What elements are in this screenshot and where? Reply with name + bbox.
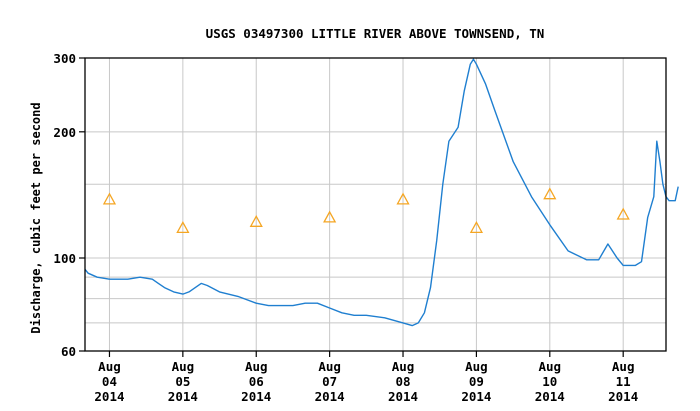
median-triangle-marker xyxy=(396,192,410,205)
x-tick-label: Aug 11 2014 xyxy=(608,359,638,404)
x-tick-label-line: Aug xyxy=(612,359,635,374)
x-tick-label-line: Aug xyxy=(539,359,562,374)
y-tick-label: 60 xyxy=(61,344,76,359)
y-tick-label: 300 xyxy=(53,51,76,66)
x-tick-label-line: 06 xyxy=(249,374,264,389)
x-tick-label-line: 08 xyxy=(395,374,410,389)
x-tick-label-line: 2014 xyxy=(461,389,491,404)
x-tick-label-line: 10 xyxy=(542,374,557,389)
plot-border xyxy=(84,57,667,352)
discharge-line xyxy=(84,58,679,327)
median-triangle-marker xyxy=(176,221,190,234)
median-triangle-marker xyxy=(102,192,117,205)
x-tick-label: Aug 07 2014 xyxy=(315,359,345,404)
x-tick-label: Aug 10 2014 xyxy=(535,359,565,404)
x-tick-label-line: Aug xyxy=(245,359,268,374)
median-triangle-marker xyxy=(543,187,557,200)
x-tick-label-line: 05 xyxy=(175,374,190,389)
x-tick-label-line: 11 xyxy=(616,374,631,389)
x-tick-label-line: 2014 xyxy=(168,389,198,404)
x-tick-label: Aug 08 2014 xyxy=(388,359,418,404)
y-tick-label: 200 xyxy=(53,125,76,140)
x-tick-label-line: Aug xyxy=(465,359,488,374)
x-tick-label: Aug 09 2014 xyxy=(461,359,491,404)
median-triangle-marker xyxy=(249,214,263,227)
x-tick-label-line: Aug xyxy=(318,359,341,374)
median-triangle-marker xyxy=(323,210,337,223)
chart-title: USGS 03497300 LITTLE RIVER ABOVE TOWNSEN… xyxy=(206,26,545,41)
x-tick-label-line: 2014 xyxy=(388,389,418,404)
x-tick-label-line: Aug xyxy=(392,359,415,374)
x-tick-label: Aug 06 2014 xyxy=(241,359,271,404)
y-tick-label: 100 xyxy=(53,251,76,266)
y-axis-label: Discharge, cubic feet per second xyxy=(29,102,43,333)
x-tick-label-line: 09 xyxy=(469,374,484,389)
x-tick-label-line: 2014 xyxy=(535,389,565,404)
median-triangle-marker xyxy=(469,221,484,234)
x-tick-label-line: Aug xyxy=(98,359,121,374)
x-tick-label-line: 2014 xyxy=(608,389,638,404)
x-tick-label-line: 2014 xyxy=(241,389,271,404)
median-triangle-marker xyxy=(616,207,630,220)
x-tick-label: Aug 05 2014 xyxy=(168,359,198,404)
y-axis-ticks: 60 100 200 300 xyxy=(53,51,85,359)
gridlines xyxy=(85,57,666,352)
x-tick-label: Aug 04 2014 xyxy=(94,359,124,404)
x-tick-label-line: 04 xyxy=(102,374,117,389)
x-tick-label-line: 07 xyxy=(322,374,337,389)
x-tick-label-line: Aug xyxy=(172,359,195,374)
series-group xyxy=(84,58,679,327)
x-tick-label-line: 2014 xyxy=(315,389,345,404)
x-tick-label-line: 2014 xyxy=(94,389,124,404)
